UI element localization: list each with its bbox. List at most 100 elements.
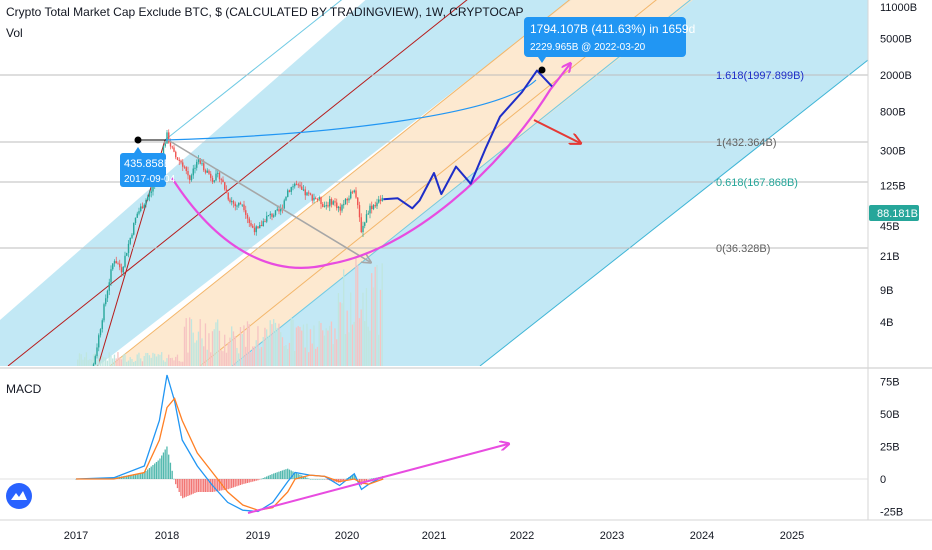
volume-bar xyxy=(180,361,182,366)
macd-hist-bar xyxy=(358,479,361,483)
candle-body xyxy=(183,166,186,168)
macd-hist-bar xyxy=(311,479,313,480)
macd-hist-bar xyxy=(196,479,198,493)
candle-body xyxy=(77,420,78,425)
macd-divergence-arrow xyxy=(247,444,508,514)
candle-body xyxy=(192,168,194,176)
volume-bar xyxy=(241,334,243,366)
candle-body xyxy=(248,218,250,223)
candle-body xyxy=(262,221,264,227)
candle-body xyxy=(96,347,98,357)
volume-bar xyxy=(164,361,166,366)
volume-bar xyxy=(122,355,124,366)
macd-hist-bar xyxy=(206,479,208,492)
macd-tick-label: 75B xyxy=(880,377,900,389)
volume-bar xyxy=(337,293,340,366)
macd-hist-bar xyxy=(208,479,210,492)
volume-bar xyxy=(365,287,368,366)
candle-body xyxy=(276,209,278,211)
macd-tick-label: -25B xyxy=(880,507,903,519)
volume-bar xyxy=(110,355,112,366)
volume-bar xyxy=(360,309,362,366)
macd-hist-bar xyxy=(276,472,278,479)
volume-bar xyxy=(348,332,350,366)
candle-body xyxy=(112,263,114,270)
volume-bar xyxy=(147,353,149,366)
macd-hist-bar xyxy=(365,479,368,482)
macd-hist-bar xyxy=(217,479,219,492)
candle-body xyxy=(169,142,172,147)
macd-hist-bar xyxy=(236,479,238,487)
y-tick-label: 9B xyxy=(880,285,893,297)
candle-body xyxy=(175,151,177,158)
macd-hist-bar xyxy=(169,462,172,479)
candle-body xyxy=(287,190,289,197)
macd-hist-bar xyxy=(266,476,268,479)
x-tick-label: 2020 xyxy=(335,530,359,542)
candle-body xyxy=(320,197,322,204)
candle-body xyxy=(246,214,249,219)
volume-bar xyxy=(131,359,133,366)
candle-body xyxy=(253,227,256,233)
volume-bar xyxy=(320,322,322,366)
current-price-label: 88.181B xyxy=(877,208,918,220)
volume-bar xyxy=(210,352,212,366)
y-tick-label: 4B xyxy=(880,317,893,329)
volume-bar xyxy=(336,339,338,366)
candle-body xyxy=(105,298,107,305)
macd-hist-bar xyxy=(243,479,245,484)
volume-bar xyxy=(371,273,373,366)
volume-bar xyxy=(269,320,271,366)
macd-hist-bar xyxy=(274,472,277,479)
volume-bar xyxy=(227,342,229,366)
macd-hist-bar xyxy=(273,473,275,479)
volume-bar xyxy=(262,337,264,366)
candle-body xyxy=(206,170,208,173)
candle-body xyxy=(280,208,282,212)
macd-hist-bar xyxy=(197,479,200,492)
pitchfork-edge-upper xyxy=(164,0,343,141)
candle-body xyxy=(182,162,184,167)
macd-hist-bar xyxy=(140,473,142,479)
tradingview-logo-icon[interactable] xyxy=(6,483,32,509)
candle-body xyxy=(269,213,271,216)
volume-bar xyxy=(234,336,236,366)
volume-bar xyxy=(353,321,355,366)
volume-bar xyxy=(299,326,301,366)
volume-bar xyxy=(316,346,319,366)
candle-body xyxy=(84,396,85,402)
volume-bar xyxy=(255,340,257,366)
macd-tick-label: 50B xyxy=(880,409,900,421)
macd-hist-bar xyxy=(126,475,128,479)
candle-body xyxy=(232,201,235,204)
candle-body xyxy=(337,206,340,209)
candle-body xyxy=(341,204,343,211)
current-price-badge: 88.181B xyxy=(869,205,919,221)
volume-bar xyxy=(323,335,326,366)
macd-hist-bar xyxy=(278,471,280,479)
volume-bar xyxy=(292,319,294,366)
volume-bar xyxy=(355,257,357,366)
pitchfork-lower-band xyxy=(232,0,868,366)
macd-hist-bar xyxy=(127,475,130,479)
candle-body xyxy=(129,237,131,244)
candle-body xyxy=(273,215,275,217)
candle-body xyxy=(327,205,329,207)
candle-body xyxy=(332,201,334,205)
candle-body xyxy=(99,329,102,336)
volume-bar xyxy=(378,334,380,366)
pitchfork-inner-orange xyxy=(109,0,571,366)
candle-body xyxy=(133,223,135,235)
volume-bar xyxy=(218,330,221,366)
candle-body xyxy=(136,213,138,218)
volume-bar xyxy=(182,361,184,366)
candle-body xyxy=(374,205,376,207)
volume-bar xyxy=(127,360,130,366)
y-tick-label: 125B xyxy=(880,180,906,192)
macd-hist-bar xyxy=(316,479,319,480)
macd-hist-bar xyxy=(318,479,320,480)
volume-bar xyxy=(271,324,273,366)
volume-bar xyxy=(115,358,117,366)
candle-body xyxy=(143,204,145,209)
macd-hist-bar xyxy=(262,477,264,479)
